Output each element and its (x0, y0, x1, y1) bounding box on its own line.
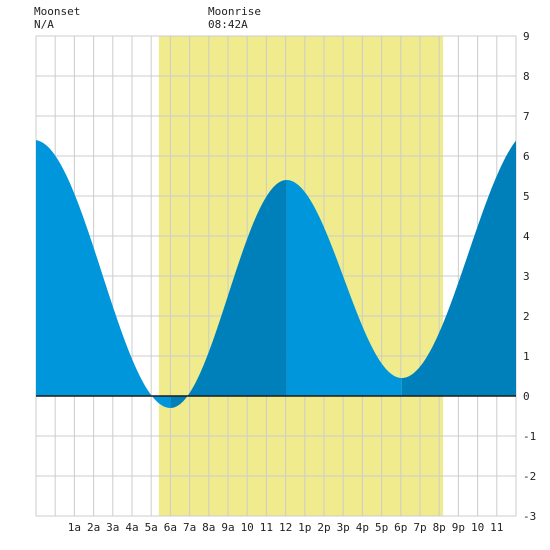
x-tick-label: 9a (221, 521, 234, 534)
y-tick-label: 1 (523, 350, 530, 363)
moonrise-value: 08:42A (208, 18, 248, 31)
x-tick-label: 12 (279, 521, 292, 534)
x-tick-label: 3p (337, 521, 350, 534)
x-tick-label: 10 (241, 521, 254, 534)
y-tick-label: 7 (523, 110, 530, 123)
x-tick-label: 7p (413, 521, 426, 534)
y-tick-label: 2 (523, 310, 530, 323)
x-tick-label: 5a (145, 521, 158, 534)
x-tick-label: 5p (375, 521, 388, 534)
y-tick-label: -1 (523, 430, 536, 443)
x-tick-label: 1a (68, 521, 81, 534)
x-tick-label: 11 (490, 521, 503, 534)
y-tick-label: 3 (523, 270, 530, 283)
y-tick-label: 6 (523, 150, 530, 163)
y-tick-label: 9 (523, 30, 530, 43)
x-tick-label: 4p (356, 521, 369, 534)
x-tick-label: 1p (298, 521, 311, 534)
rising-tide-segment (401, 140, 516, 396)
y-tick-label: 0 (523, 390, 530, 403)
y-tick-label: -2 (523, 470, 536, 483)
falling-tide-segment (286, 180, 402, 396)
x-tick-label: 8p (433, 521, 446, 534)
x-tick-label: 7a (183, 521, 196, 534)
moonset-value: N/A (34, 18, 54, 31)
x-tick-label: 2a (87, 521, 100, 534)
x-tick-label: 8a (202, 521, 215, 534)
grid-lines (35, 35, 517, 517)
moonset-title: Moonset (34, 5, 81, 18)
y-tick-label: -3 (523, 510, 536, 523)
moonrise-title: Moonrise (208, 5, 261, 18)
rising-tide-segment (170, 180, 287, 408)
x-tick-label: 10 (471, 521, 484, 534)
x-tick-label: 2p (317, 521, 330, 534)
tide-area (36, 140, 516, 408)
x-tick-label: 6a (164, 521, 177, 534)
y-tick-label: 4 (523, 230, 530, 243)
falling-tide-segment (36, 140, 171, 408)
x-tick-label: 9p (452, 521, 465, 534)
x-tick-label: 3a (106, 521, 119, 534)
tick-labels: 1a 2a 3a 4a 5a 6a 7a 8a 9a 10 11 12 1p 2p 3p 4p 5p 6p 7p 8p… (68, 30, 536, 534)
x-tick-label: 6p (394, 521, 407, 534)
x-tick-label: 11 (260, 521, 273, 534)
y-tick-label: 8 (523, 70, 530, 83)
y-tick-label: 5 (523, 190, 530, 203)
x-tick-label: 4a (125, 521, 138, 534)
